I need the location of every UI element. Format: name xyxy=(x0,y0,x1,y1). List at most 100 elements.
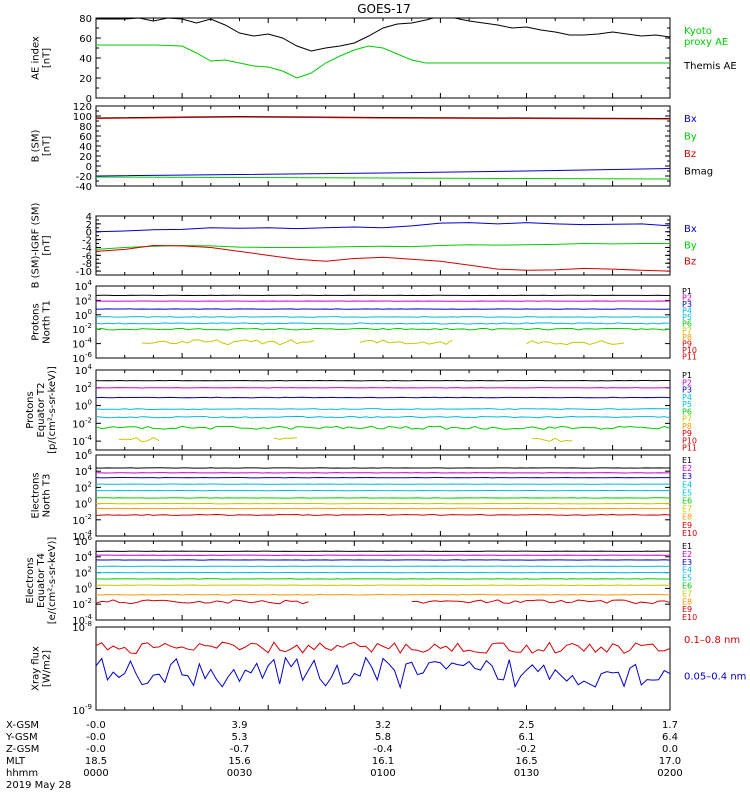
legend-entry: P4 xyxy=(682,307,692,316)
legend-entry: Bx xyxy=(684,224,697,235)
x-row-value: 6.1 xyxy=(519,732,535,743)
series-0-1-0-8-nm xyxy=(96,641,670,654)
series-p7 xyxy=(359,339,453,345)
y-tick-label: 0 xyxy=(86,162,92,173)
legend-entry: 0.1–0.8 nm xyxy=(684,635,740,646)
legend-entry: E9 xyxy=(682,521,692,530)
y-axis-label: ProtonsNorth T1 xyxy=(31,300,53,344)
y-tick-label: 102 xyxy=(75,480,92,494)
legend-entry: P1 xyxy=(682,371,692,380)
legend-entry: P8 xyxy=(682,333,692,342)
y-tick-label: 10-4 xyxy=(72,337,92,351)
legend-entry: Themis AE xyxy=(683,61,737,72)
chart-title: GOES-17 xyxy=(357,2,411,16)
y-axis-label: ElectronsNorth T3 xyxy=(31,472,53,518)
series-p6 xyxy=(96,327,670,331)
legend-entry: E7 xyxy=(682,505,692,514)
series-e9 xyxy=(411,599,670,605)
legend-entry: 0.05–0.4 nm xyxy=(684,672,746,683)
y-tick-label: 20 xyxy=(79,74,92,85)
y-tick-label: 10-2 xyxy=(72,513,92,527)
legend-entry: P2 xyxy=(682,294,692,303)
series-e9 xyxy=(96,599,309,605)
legend-entry: E8 xyxy=(682,597,692,606)
y-tick-label: 20 xyxy=(79,152,92,163)
x-row-value: 3.2 xyxy=(375,720,391,731)
legend-entry: E6 xyxy=(682,582,692,591)
panel-frame xyxy=(95,454,671,537)
x-row-value: 5.3 xyxy=(232,732,248,743)
legend-entry: Bx xyxy=(684,114,697,125)
legend-entry: P4 xyxy=(682,393,692,402)
y-tick-label: 60 xyxy=(79,132,92,143)
series-p4 xyxy=(96,408,670,411)
series-themis-ae xyxy=(96,18,670,52)
legend-entry: P11 xyxy=(682,444,697,453)
x-row-value: 0100 xyxy=(370,768,395,779)
y-tick-label: 106 xyxy=(75,534,93,548)
legend-entry: P9 xyxy=(682,339,692,348)
y-tick-label: 100 xyxy=(75,497,92,511)
legend-entry: E2 xyxy=(682,550,692,559)
legend-entry: By xyxy=(684,240,697,251)
x-row-value: -0.0 xyxy=(86,732,106,743)
y-tick-label: -10 xyxy=(76,267,92,278)
y-tick-label: 102 xyxy=(75,293,92,307)
y-tick-label: 104 xyxy=(75,363,93,377)
x-row-value: -0.7 xyxy=(230,744,250,755)
panel-frame xyxy=(95,285,671,359)
x-row-value: 0.0 xyxy=(662,744,678,755)
series-p5 xyxy=(96,322,670,325)
y-tick-label: 80 xyxy=(79,14,92,25)
x-row-value: 0130 xyxy=(514,768,539,779)
y-tick-label: 104 xyxy=(75,279,93,293)
legend-entry: E5 xyxy=(682,574,692,583)
x-row-value: 0200 xyxy=(657,768,682,779)
legend-entry: P1 xyxy=(682,287,692,296)
legend-entry: P10 xyxy=(682,346,697,355)
series-by xyxy=(96,176,670,180)
x-row-label: hhmm xyxy=(6,768,38,779)
legend-entry: E10 xyxy=(682,529,697,538)
series-p4 xyxy=(96,316,670,318)
legend-entry: P10 xyxy=(682,436,697,445)
legend-entry: Bmag xyxy=(684,167,713,178)
y-tick-label: 10-2 xyxy=(72,416,92,430)
legend-entry: E7 xyxy=(682,589,692,598)
x-row-value: 16.5 xyxy=(515,756,537,767)
series-bz xyxy=(96,116,670,120)
legend-entry: E2 xyxy=(682,464,692,473)
panel-frame xyxy=(95,626,671,711)
legend-entry: P7 xyxy=(682,326,692,335)
y-tick-label: 60 xyxy=(79,34,92,45)
y-axis-label: ProtonsEquator T2[p/(cm²-s-sr-keV)] xyxy=(25,366,58,454)
y-tick-label: 104 xyxy=(75,550,93,564)
y-tick-label: -20 xyxy=(76,172,92,183)
series-bx xyxy=(96,168,670,177)
series-p5 xyxy=(96,415,670,419)
series-by xyxy=(96,243,670,250)
legend-entry: E6 xyxy=(682,497,692,506)
x-row-value: 17.0 xyxy=(659,756,681,767)
y-tick-label: 100 xyxy=(73,112,92,123)
y-tick-label: 40 xyxy=(79,54,92,65)
x-row-value: 18.5 xyxy=(85,756,107,767)
panel-frame xyxy=(95,540,671,621)
legend-entry: P6 xyxy=(682,320,692,329)
panel-8: 10-9 10-8 Xray flux[W/m2] 0.1–0.8 nm 0.05–0.… xyxy=(31,620,747,717)
y-tick-label: 100 xyxy=(75,399,92,413)
legend-entry: P5 xyxy=(682,313,692,322)
y-tick-label: -4 xyxy=(82,243,92,254)
y-tick-label: 0 xyxy=(86,228,92,239)
y-tick-label: 10-2 xyxy=(72,597,92,611)
legend-entry: P9 xyxy=(682,429,692,438)
y-tick-label: 100 xyxy=(75,308,92,322)
y-tick-label: 0 xyxy=(86,94,92,105)
legend-entry: E4 xyxy=(682,480,692,489)
y-tick-label: 102 xyxy=(75,381,92,395)
